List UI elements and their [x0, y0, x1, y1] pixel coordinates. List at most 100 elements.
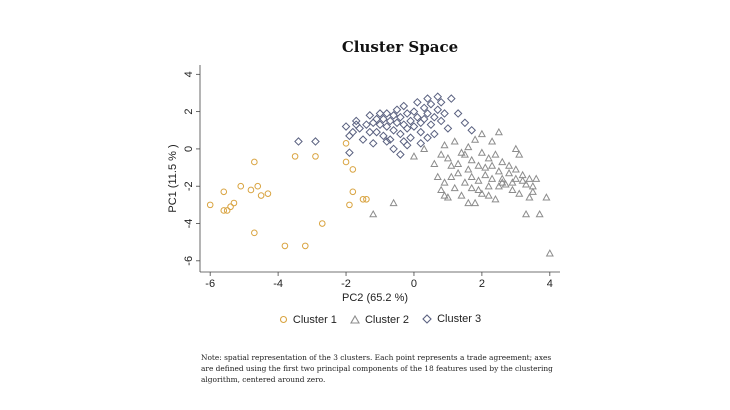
cluster-2-point: [440, 178, 449, 186]
legend-item-cluster-2: Cluster 2: [350, 314, 409, 326]
cluster-1-point: [363, 195, 370, 203]
cluster-2-point: [521, 180, 531, 188]
cluster-3-point: [365, 111, 375, 120]
cluster-1-point: [247, 186, 255, 194]
cluster-3-point: [345, 131, 354, 141]
y-tick-label: -6: [183, 256, 195, 266]
cluster-2-point: [488, 137, 497, 145]
cluster-2-point: [471, 198, 480, 207]
cluster-1-point: [291, 153, 299, 160]
cluster-2-point: [494, 167, 503, 175]
cluster-3-point: [416, 127, 426, 137]
cluster-2-point: [511, 174, 520, 182]
cluster-3-point: [430, 129, 439, 139]
legend: Cluster 1 Cluster 2 Cluster 3: [0, 313, 730, 327]
cluster-3-point: [372, 127, 381, 137]
cluster-2-point: [464, 142, 473, 151]
cluster-3-point: [368, 139, 378, 148]
cluster-3-point: [351, 116, 361, 126]
cluster-3-point: [375, 120, 385, 129]
cluster-2-point: [511, 165, 520, 173]
cluster-3-point: [406, 116, 415, 126]
x-tick-label: -2: [341, 278, 351, 290]
cluster-3-point: [396, 129, 405, 139]
cluster-1-point: [349, 166, 357, 173]
cluster-2-point: [501, 180, 510, 188]
cluster-3-point: [433, 105, 443, 115]
cluster-2-point: [467, 155, 476, 164]
cluster-3-point: [447, 94, 456, 103]
y-axis-label: PC1 (11.5 % ): [167, 144, 179, 212]
cluster-1-point: [251, 229, 258, 237]
cluster-3-point: [389, 125, 398, 135]
cluster-3-point: [385, 116, 395, 126]
cluster-2-point: [433, 172, 442, 180]
y-tick-label: -2: [183, 181, 195, 191]
cluster-2-point: [498, 174, 507, 182]
cluster-3-point: [372, 114, 381, 124]
cluster-2-point: [511, 144, 520, 153]
cluster-2-point: [477, 148, 486, 156]
cluster-2-point: [508, 185, 517, 194]
cluster-2-point: [535, 209, 544, 218]
cluster-3-point: [423, 94, 432, 103]
cluster-2-point: [440, 191, 449, 199]
cluster-2-point: [471, 135, 480, 143]
cluster-2-point: [491, 195, 500, 203]
cluster-2-point: [369, 209, 378, 218]
cluster-2-point: [389, 198, 398, 207]
cluster-3-point: [419, 114, 429, 124]
cluster-1-point: [223, 207, 231, 214]
cluster-2-point: [484, 191, 493, 199]
x-axis-label: PC2 (65.2 %): [342, 292, 408, 304]
cluster-2-point: [443, 154, 452, 162]
cluster-2-point: [467, 183, 476, 192]
chart-note: Note: spatial representation of the 3 cl…: [201, 353, 553, 384]
y-tick-label: 2: [183, 109, 195, 115]
cluster-3-point: [389, 144, 398, 154]
cluster-2-point: [542, 193, 551, 201]
cluster-2-point: [447, 161, 456, 169]
cluster-3-point: [399, 137, 409, 146]
cluster-2-point: [515, 189, 524, 197]
y-tick-label: 0: [183, 146, 195, 152]
cluster-3-point: [392, 118, 402, 128]
legend-label-cluster-3: Cluster 3: [437, 313, 482, 325]
cluster-2-point: [481, 163, 490, 171]
cluster-2-point: [440, 140, 449, 149]
cluster-2-point: [525, 174, 534, 182]
cluster-2-point: [409, 152, 419, 160]
cluster-2-point: [528, 187, 537, 195]
cluster-3-point: [368, 118, 378, 128]
cluster-3-point: [382, 122, 392, 131]
cluster-3-point: [440, 109, 449, 118]
cluster-2-point: [474, 176, 483, 184]
cluster-3-point: [413, 112, 422, 122]
cluster-2-point: [477, 189, 486, 197]
cluster-2-point: [454, 168, 463, 177]
legend-item-cluster-1: Cluster 1: [279, 314, 337, 326]
cluster-3-point: [402, 124, 412, 133]
cluster-1-point: [254, 182, 262, 190]
cluster-2-point: [437, 150, 446, 158]
cluster-2-point: [477, 129, 486, 138]
cluster-3-point: [341, 122, 351, 131]
cluster-3-point: [423, 133, 432, 143]
cluster-1-point: [318, 220, 326, 227]
cluster-2-point: [464, 198, 473, 207]
cluster-2-point: [508, 178, 517, 186]
x-tick-label: -4: [273, 278, 283, 290]
cluster-3-point: [413, 97, 422, 107]
cluster-3-point: [406, 133, 415, 143]
cluster-1-point: [206, 201, 214, 209]
cluster-1-point: [230, 199, 238, 207]
cluster-1-point: [264, 190, 272, 197]
cluster-3-point: [351, 120, 361, 129]
cluster-2-point: [447, 172, 456, 180]
cluster-2-point: [474, 185, 483, 194]
cluster-1-point: [251, 158, 258, 166]
cluster-2-point: [430, 159, 439, 167]
cluster-3-point: [402, 140, 412, 150]
cluster-3-point: [396, 150, 405, 159]
cluster-1-point: [237, 182, 245, 190]
